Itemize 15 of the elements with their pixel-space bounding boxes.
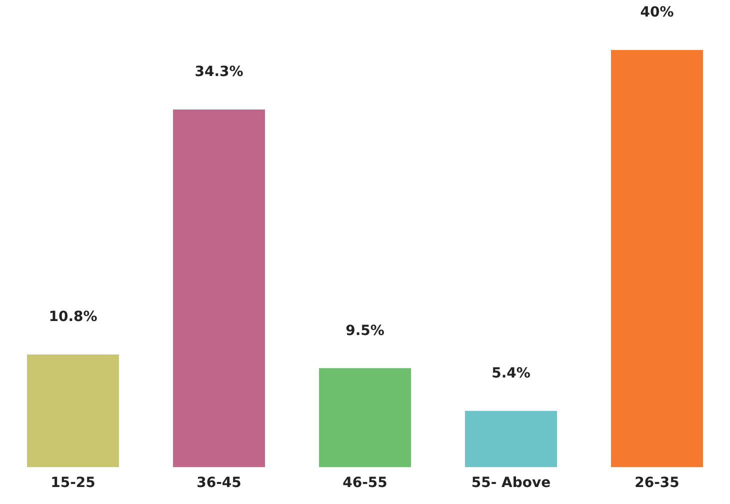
- data-label: 10.8%: [48, 309, 98, 326]
- x-tick-label: 46-55: [342, 475, 388, 492]
- data-label: 9.5%: [346, 322, 384, 339]
- data-label: 34.3%: [194, 64, 244, 80]
- x-tick-label: 55- Above: [471, 475, 551, 492]
- bar: [173, 109, 265, 468]
- bar: [465, 410, 557, 468]
- x-tick-label: 15-25: [50, 475, 96, 492]
- bar: [611, 50, 703, 468]
- bar: [319, 368, 411, 468]
- data-label: 5.4%: [492, 366, 530, 382]
- data-label: 40%: [640, 4, 674, 21]
- x-tick-label: 26-35: [634, 475, 680, 492]
- x-tick-label: 36-45: [196, 475, 242, 492]
- bar: [27, 354, 119, 468]
